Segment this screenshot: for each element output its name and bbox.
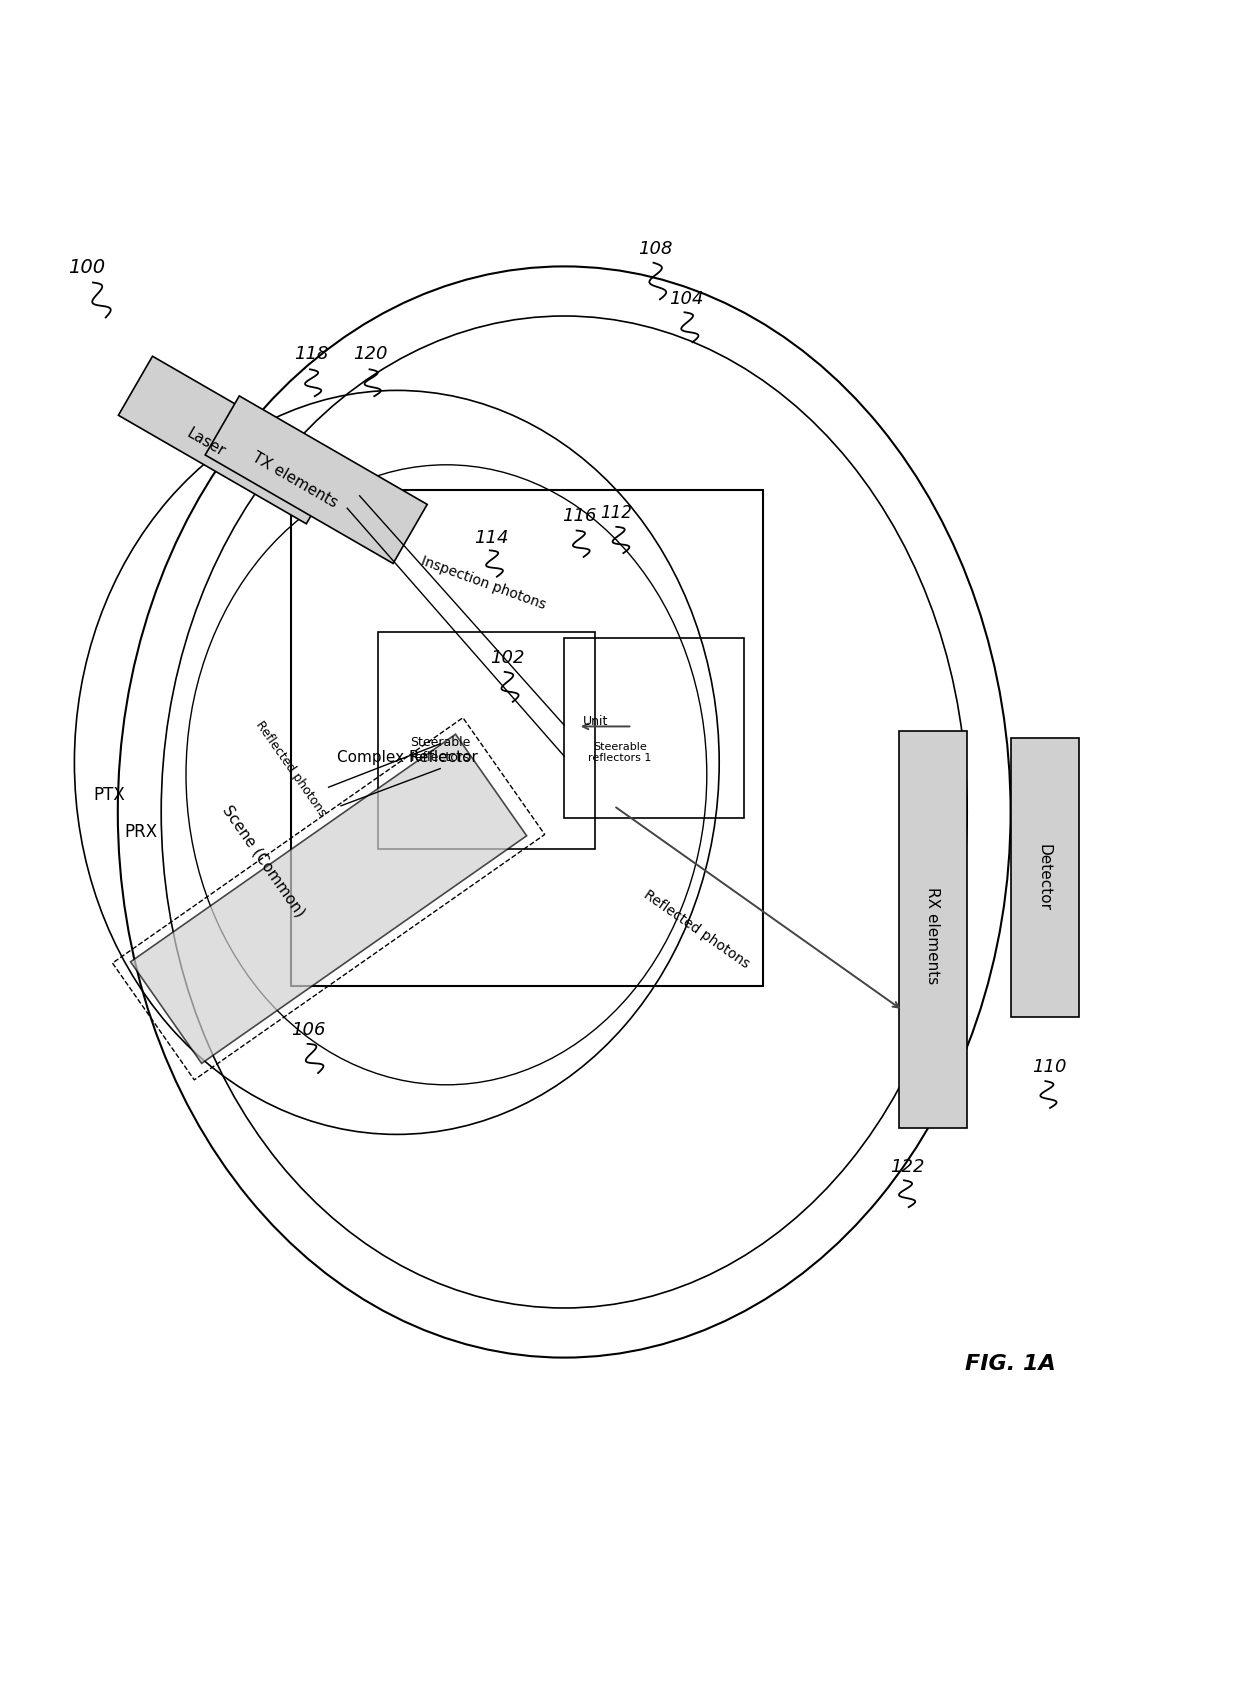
Text: 112: 112 bbox=[600, 504, 632, 523]
Text: Laser: Laser bbox=[184, 425, 228, 459]
Text: TX elements: TX elements bbox=[249, 448, 341, 511]
Text: 110: 110 bbox=[1032, 1059, 1066, 1076]
Bar bbox=[899, 732, 967, 1128]
Text: Detector: Detector bbox=[1037, 845, 1052, 910]
Bar bbox=[378, 632, 595, 850]
Text: 108: 108 bbox=[639, 239, 673, 258]
Polygon shape bbox=[205, 396, 428, 563]
Text: Reflected photons: Reflected photons bbox=[253, 718, 330, 819]
Text: Complex Reflector: Complex Reflector bbox=[337, 750, 479, 765]
Text: Reflected photons: Reflected photons bbox=[641, 889, 753, 971]
Text: 104: 104 bbox=[670, 290, 704, 307]
Text: 118: 118 bbox=[294, 346, 329, 364]
Text: 106: 106 bbox=[291, 1022, 326, 1039]
Text: Steerable
reflectors: Steerable reflectors bbox=[410, 737, 470, 764]
Text: Steerable
reflectors 1: Steerable reflectors 1 bbox=[588, 742, 652, 764]
Text: FIG. 1A: FIG. 1A bbox=[965, 1354, 1056, 1374]
Text: 114: 114 bbox=[474, 529, 508, 546]
Text: 116: 116 bbox=[562, 506, 596, 524]
Bar bbox=[1011, 737, 1079, 1017]
Text: 100: 100 bbox=[68, 258, 105, 277]
Text: 120: 120 bbox=[353, 346, 388, 364]
Text: 102: 102 bbox=[490, 649, 525, 668]
Text: Scene (Common): Scene (Common) bbox=[219, 803, 309, 921]
Bar bbox=[291, 489, 763, 986]
Polygon shape bbox=[118, 356, 341, 524]
Text: PTX: PTX bbox=[93, 786, 125, 804]
Text: PRX: PRX bbox=[124, 823, 157, 841]
Text: RX elements: RX elements bbox=[925, 887, 940, 985]
Bar bbox=[564, 639, 744, 818]
Text: Unit: Unit bbox=[583, 715, 608, 728]
Polygon shape bbox=[130, 733, 527, 1064]
Text: 122: 122 bbox=[890, 1158, 925, 1175]
Text: Inspection photons: Inspection photons bbox=[419, 553, 548, 612]
